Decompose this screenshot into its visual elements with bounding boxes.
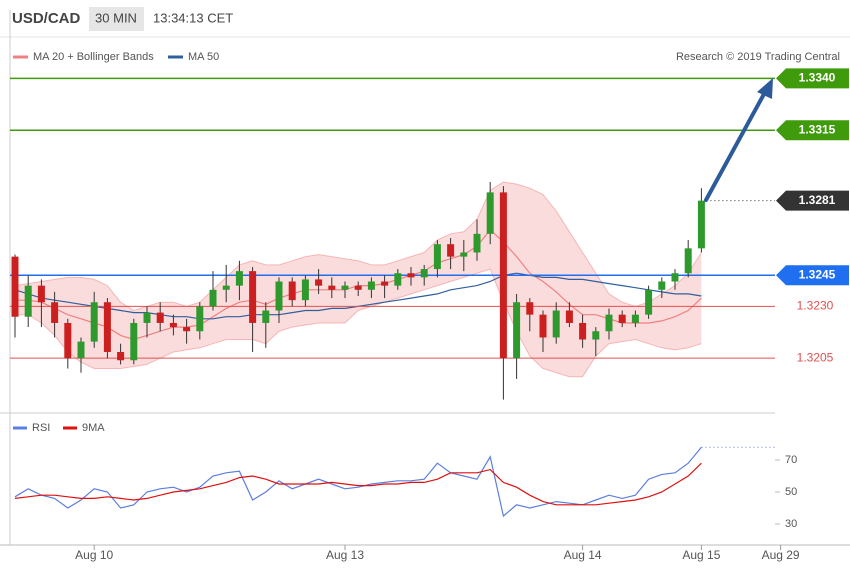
timeframe-box: [89, 7, 144, 31]
candle-body: [130, 322, 138, 361]
line-series: [14, 446, 702, 518]
level-box: [776, 68, 849, 89]
candle-body: [460, 252, 468, 257]
level-label: 1.3230: [797, 299, 834, 313]
candle-body: [235, 271, 243, 286]
candle-body: [420, 269, 428, 278]
level-box: [776, 265, 849, 286]
level-label: 1.3205: [797, 350, 834, 364]
candle-body: [222, 285, 230, 290]
candle-body: [526, 302, 534, 315]
candle-body: [645, 289, 653, 315]
candle-body: [37, 285, 45, 303]
candle-body: [11, 256, 19, 317]
level-box: [776, 190, 849, 211]
candle-body: [275, 281, 283, 311]
candle-body: [618, 314, 626, 323]
line-series: [14, 462, 702, 506]
candle-body: [169, 322, 177, 328]
credit: Research © 2019 Trading Central: [676, 51, 840, 63]
candle-body: [262, 310, 270, 323]
candle-body: [592, 331, 600, 340]
candle-body: [381, 281, 389, 286]
candle-body: [315, 279, 323, 286]
candle-body: [407, 273, 415, 278]
candle-body: [473, 233, 481, 253]
y-tick-label: 30: [785, 518, 797, 530]
candle-body: [183, 327, 191, 332]
candle-body: [671, 273, 679, 282]
x-tick-label: Aug 29: [762, 548, 800, 562]
candle-body: [552, 310, 560, 338]
candle-body: [341, 285, 349, 290]
candle-body: [301, 279, 309, 301]
candle-body: [486, 192, 494, 234]
candle-body: [24, 285, 32, 317]
candle-body: [288, 281, 296, 301]
x-tick-label: Aug 10: [75, 548, 113, 562]
candle-body: [77, 341, 85, 359]
legend-label: 9MA: [82, 422, 105, 434]
candle-body: [684, 248, 692, 274]
candle-body: [117, 351, 125, 361]
legend-label: RSI: [32, 422, 50, 434]
candle-body: [697, 200, 705, 249]
x-tick-label: Aug 15: [682, 548, 720, 562]
candle-body: [499, 192, 507, 359]
candle-body: [579, 322, 587, 340]
level-label: 1.3281: [799, 193, 836, 207]
timeframe: 30 MIN: [95, 10, 137, 25]
candle-body: [143, 312, 151, 323]
plot: 1.3340 1.3315 1.3281 1.3245 1.3230 1.3205 30 50…: [10, 68, 849, 562]
candle-body: [513, 302, 521, 359]
forecast-arrow: [704, 92, 766, 202]
x-tick-label: Aug 14: [564, 548, 602, 562]
bollinger-upper: [14, 181, 702, 312]
candle-body: [367, 281, 375, 290]
candle-body: [196, 306, 204, 332]
candle-body: [433, 244, 441, 270]
forecast-arrowhead: [757, 78, 773, 99]
candle-body: [328, 285, 336, 290]
candle-body: [209, 289, 217, 307]
x-tick-label: Aug 13: [326, 548, 364, 562]
candle-body: [631, 314, 639, 323]
legend-label: MA 20 + Bollinger Bands: [33, 51, 154, 63]
candle-body: [156, 312, 164, 323]
legend-label: MA 50: [188, 51, 219, 63]
candle-body: [64, 322, 72, 359]
candle-body: [90, 302, 98, 342]
candle-body: [249, 271, 257, 323]
candle-body: [103, 302, 111, 352]
symbol: USD/CAD: [12, 10, 81, 27]
level-label: 1.3340: [799, 71, 836, 85]
candle-body: [51, 302, 59, 323]
candle-body: [565, 310, 573, 323]
level-label: 1.3315: [799, 122, 836, 136]
y-tick-label: 70: [785, 454, 797, 466]
candle-body: [658, 281, 666, 290]
level-label: 1.3245: [799, 267, 836, 281]
candle-body: [354, 285, 362, 290]
candle-body: [447, 244, 455, 257]
time: 13:34:13 CET: [153, 10, 233, 25]
candle-body: [539, 314, 547, 338]
candle-body: [394, 273, 402, 286]
level-box: [776, 120, 849, 141]
candle-body: [605, 314, 613, 332]
y-tick-label: 50: [785, 486, 797, 498]
bollinger-lower: [15, 268, 702, 378]
